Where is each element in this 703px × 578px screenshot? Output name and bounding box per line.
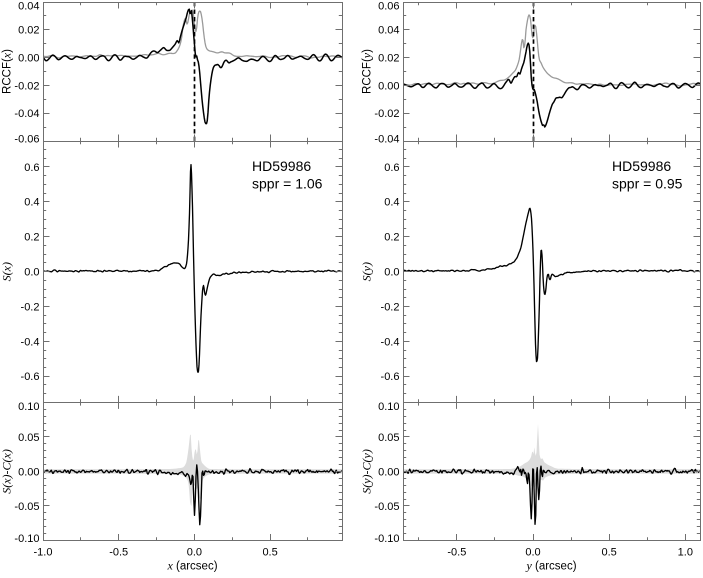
svg-text:0.2: 0.2 [24,232,39,244]
svg-text:0.5: 0.5 [602,547,617,559]
svg-text:0.2: 0.2 [384,232,399,244]
svg-text:sppr = 0.95: sppr = 0.95 [612,176,683,192]
svg-text:0.0: 0.0 [525,547,540,559]
svg-text:1.0: 1.0 [678,547,693,559]
svg-text:S(y): S(y) [360,262,374,281]
svg-text:S(y)-C(y): S(y)-C(y) [360,449,374,494]
svg-text:-0.6: -0.6 [381,371,400,383]
svg-text:-0.2: -0.2 [381,301,400,313]
svg-text:-0.10: -0.10 [374,533,399,545]
svg-text:-0.04: -0.04 [374,134,399,146]
svg-text:HD59986: HD59986 [252,158,311,174]
svg-text:-0.02: -0.02 [374,108,399,120]
svg-text:-0.05: -0.05 [374,501,399,513]
svg-text:S(x)-C(x): S(x)-C(x) [0,449,14,494]
svg-text:-0.4: -0.4 [21,336,40,348]
svg-text:-1.0: -1.0 [34,547,53,559]
svg-text:-0.10: -0.10 [14,533,39,545]
svg-text:0.6: 0.6 [384,162,399,174]
svg-text:y (arcsec): y (arcsec) [525,559,576,573]
svg-text:0.00: 0.00 [18,466,39,478]
svg-text:S(x): S(x) [0,262,14,281]
svg-text:0.04: 0.04 [378,25,399,37]
svg-text:0.4: 0.4 [24,197,39,209]
svg-text:0.10: 0.10 [18,401,39,413]
svg-text:0.4: 0.4 [384,197,399,209]
svg-text:0.04: 0.04 [18,0,39,12]
svg-text:sppr = 1.06: sppr = 1.06 [252,176,323,192]
svg-text:0.0: 0.0 [187,547,202,559]
svg-text:RCCF(y): RCCF(y) [360,49,374,94]
svg-text:-0.05: -0.05 [14,501,39,513]
svg-text:-0.02: -0.02 [14,80,39,92]
svg-text:x (arcsec): x (arcsec) [166,559,217,573]
svg-text:0.00: 0.00 [378,466,399,478]
svg-text:0.06: 0.06 [378,0,399,12]
svg-text:-0.4: -0.4 [381,336,400,348]
svg-text:-0.5: -0.5 [109,547,128,559]
svg-text:-0.04: -0.04 [14,108,39,120]
svg-text:HD59986: HD59986 [612,158,671,174]
svg-text:0.02: 0.02 [18,25,39,37]
svg-text:0.05: 0.05 [378,432,399,444]
svg-text:RCCF(x): RCCF(x) [0,49,14,94]
svg-text:-0.6: -0.6 [21,371,40,383]
svg-text:-0.2: -0.2 [21,301,40,313]
svg-text:0.00: 0.00 [378,80,399,92]
svg-text:0.05: 0.05 [18,432,39,444]
svg-text:0.5: 0.5 [262,547,277,559]
svg-text:0.10: 0.10 [378,401,399,413]
svg-text:0.0: 0.0 [24,267,39,279]
svg-text:0.6: 0.6 [24,162,39,174]
svg-text:0.00: 0.00 [18,53,39,65]
svg-text:0.02: 0.02 [378,53,399,65]
svg-text:-0.06: -0.06 [14,134,39,146]
svg-text:-0.5: -0.5 [447,547,466,559]
svg-text:0.0: 0.0 [384,267,399,279]
